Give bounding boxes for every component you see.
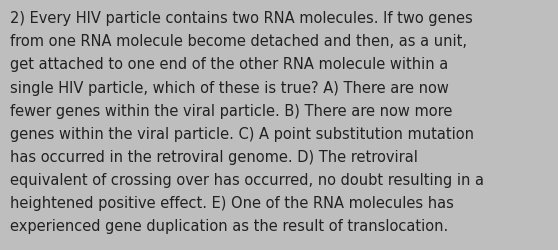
Text: experienced gene duplication as the result of translocation.: experienced gene duplication as the resu… <box>10 218 448 233</box>
Text: has occurred in the retroviral genome. D) The retroviral: has occurred in the retroviral genome. D… <box>10 149 418 164</box>
Text: from one RNA molecule become detached and then, as a unit,: from one RNA molecule become detached an… <box>10 34 467 49</box>
Text: genes within the viral particle. C) A point substitution mutation: genes within the viral particle. C) A po… <box>10 126 474 141</box>
Text: equivalent of crossing over has occurred, no doubt resulting in a: equivalent of crossing over has occurred… <box>10 172 484 187</box>
Text: single HIV particle, which of these is true? A) There are now: single HIV particle, which of these is t… <box>10 80 449 95</box>
Text: fewer genes within the viral particle. B) There are now more: fewer genes within the viral particle. B… <box>10 103 453 118</box>
Text: get attached to one end of the other RNA molecule within a: get attached to one end of the other RNA… <box>10 57 448 72</box>
Text: 2) Every HIV particle contains two RNA molecules. If two genes: 2) Every HIV particle contains two RNA m… <box>10 11 473 26</box>
Text: heightened positive effect. E) One of the RNA molecules has: heightened positive effect. E) One of th… <box>10 195 454 210</box>
